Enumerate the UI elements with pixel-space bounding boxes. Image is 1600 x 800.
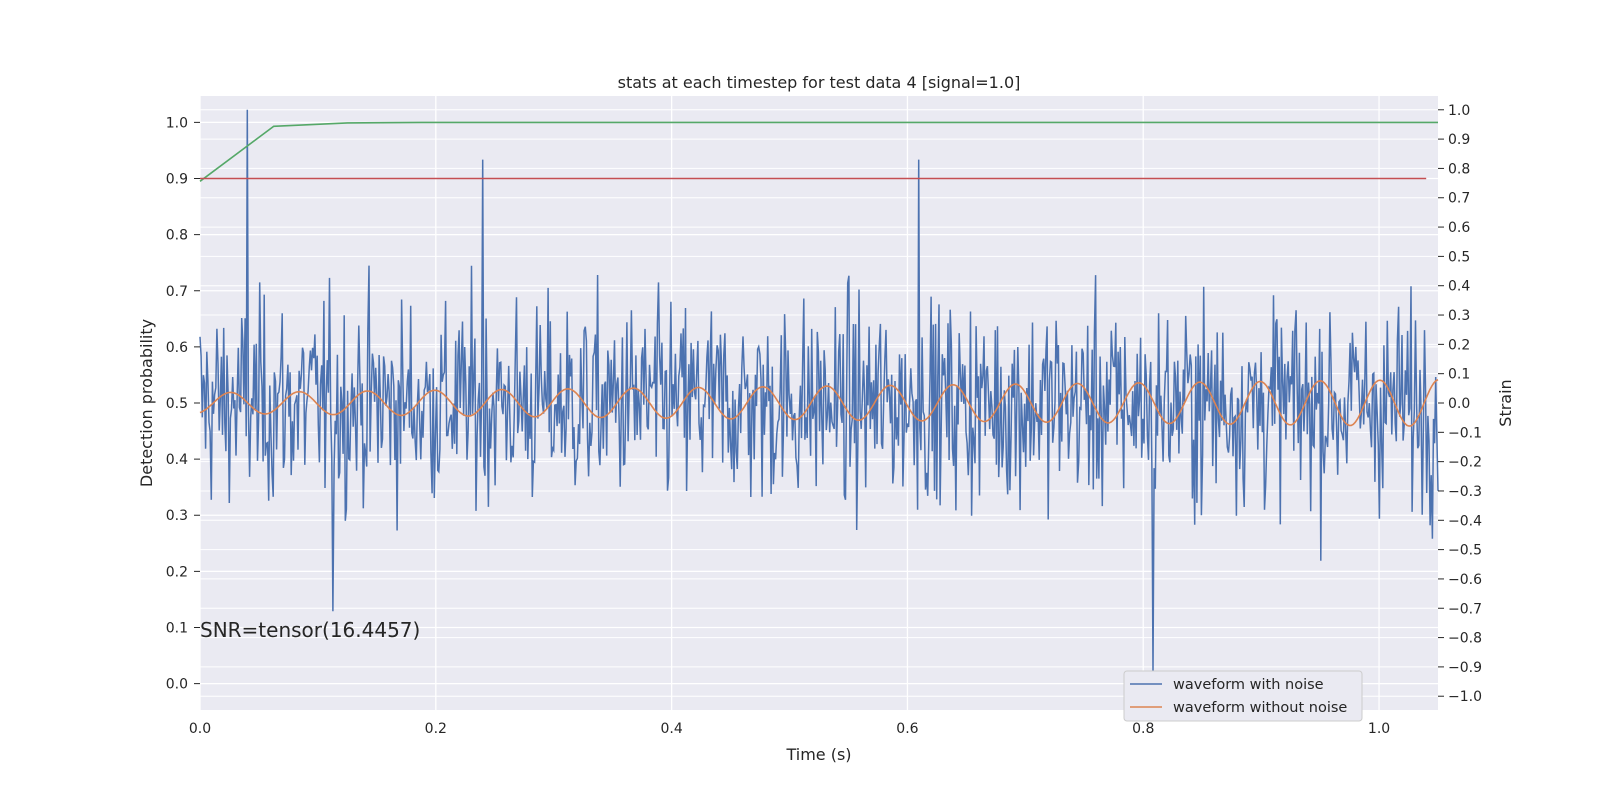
y-tick-label: 0.6 bbox=[166, 340, 188, 356]
y2-tick-label: 0.2 bbox=[1448, 337, 1470, 353]
y-tick-label: 0.4 bbox=[166, 452, 188, 468]
y2-tick-label: 0.4 bbox=[1448, 279, 1470, 295]
legend: waveform with noise waveform without noi… bbox=[1123, 670, 1363, 722]
y-tick-label: 0.5 bbox=[166, 396, 188, 412]
y2-tick-label: 0.0 bbox=[1448, 396, 1470, 412]
x-tick-label: 1.0 bbox=[1368, 721, 1390, 737]
y2-tick-label: 0.9 bbox=[1448, 132, 1470, 148]
axes-layer: 0.0 0.2 0.4 0.6 0.8 1.0 0.0 0.1 0.2 0.3 0.4 0.5 0.6 0… bbox=[166, 103, 1482, 737]
legend-label-noisy: waveform with noise bbox=[1173, 677, 1324, 693]
y2-tick-label: −1.0 bbox=[1448, 689, 1482, 705]
y2-tick-label: 0.6 bbox=[1448, 220, 1470, 236]
y-tick-label: 0.9 bbox=[166, 172, 188, 188]
y2-tick-label: −0.7 bbox=[1448, 601, 1482, 617]
y2-tick-label: −0.2 bbox=[1448, 455, 1482, 471]
series-layer bbox=[199, 109, 1439, 673]
x-tick-label: 0.6 bbox=[896, 721, 918, 737]
legend-box bbox=[1123, 670, 1363, 722]
y2-tick-label: 0.8 bbox=[1448, 161, 1470, 177]
y-tick-label: 0.2 bbox=[166, 564, 188, 580]
series-detection-probability bbox=[199, 121, 1438, 182]
y-axis-label: Detection probability bbox=[137, 319, 156, 487]
y-tick-label: 0.7 bbox=[166, 284, 188, 300]
y2-tick-label: 0.5 bbox=[1448, 249, 1470, 265]
y2-tick-label: 0.1 bbox=[1448, 367, 1470, 383]
chart-title: stats at each timestep for test data 4 [… bbox=[618, 73, 1021, 92]
y-tick-label: 0.8 bbox=[166, 228, 188, 244]
y2-tick-label: −0.9 bbox=[1448, 660, 1482, 676]
y2-tick-label: −0.4 bbox=[1448, 513, 1482, 529]
y2-tick-label: −0.3 bbox=[1448, 484, 1482, 500]
snr-annotation: SNR=tensor(16.4457) bbox=[200, 618, 420, 642]
series-waveform-without-noise bbox=[199, 378, 1439, 427]
x-tick-label: 0.8 bbox=[1132, 721, 1154, 737]
x-tick-label: 0.0 bbox=[189, 721, 211, 737]
grid bbox=[199, 96, 1438, 710]
x-tick-label: 0.4 bbox=[660, 721, 682, 737]
y-tick-label: 0.0 bbox=[166, 677, 188, 693]
y-tick-label: 0.3 bbox=[166, 508, 188, 524]
y2-tick-label: 0.3 bbox=[1448, 308, 1470, 324]
y2-tick-label: −0.5 bbox=[1448, 543, 1482, 559]
y2-tick-label: 0.7 bbox=[1448, 191, 1470, 207]
y-tick-label: 0.1 bbox=[166, 620, 188, 636]
x-axis-label: Time (s) bbox=[785, 745, 851, 764]
x-tick-label: 0.2 bbox=[425, 721, 447, 737]
y2-tick-label: −0.6 bbox=[1448, 572, 1482, 588]
legend-label-clean: waveform without noise bbox=[1173, 700, 1347, 716]
y2-tick-label: −0.1 bbox=[1448, 425, 1482, 441]
y2-tick-label: −0.8 bbox=[1448, 631, 1482, 647]
y2-axis-label: Strain bbox=[1496, 379, 1515, 426]
y2-tick-label: 1.0 bbox=[1448, 103, 1470, 119]
y-tick-label: 1.0 bbox=[166, 115, 188, 131]
